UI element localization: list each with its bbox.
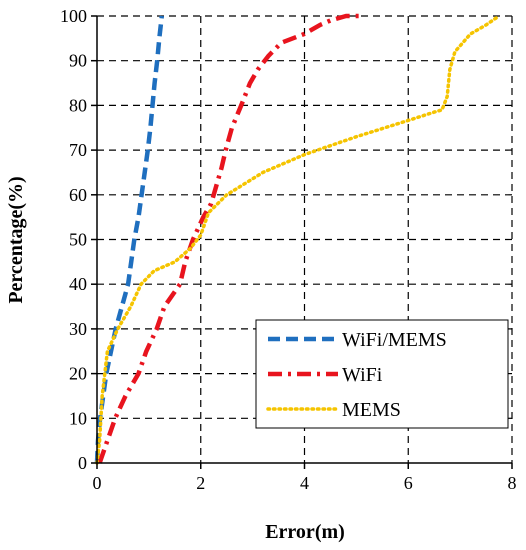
x-tick-label: 2 bbox=[196, 473, 205, 493]
series-line-wifi bbox=[97, 13, 362, 464]
axes bbox=[91, 15, 513, 469]
x-tick-label: 4 bbox=[300, 473, 309, 493]
y-tick-label: 10 bbox=[69, 408, 87, 428]
legend-label: WiFi/MEMS bbox=[342, 329, 447, 351]
y-tick-label: 70 bbox=[69, 140, 87, 160]
y-tick-label: 90 bbox=[69, 51, 87, 71]
legend-label: WiFi bbox=[342, 364, 383, 386]
x-axis-title: Error(m) bbox=[265, 521, 345, 543]
x-tick-label: 8 bbox=[508, 473, 517, 493]
y-tick-label: 40 bbox=[69, 274, 87, 294]
legend: WiFi/MEMS WiFi MEMS bbox=[255, 319, 509, 429]
y-tick-label: 30 bbox=[69, 319, 87, 339]
y-tick-label: 80 bbox=[69, 95, 87, 115]
x-tick-label: 0 bbox=[93, 473, 102, 493]
y-tick-label: 100 bbox=[60, 6, 87, 26]
y-tick-label: 50 bbox=[69, 230, 87, 250]
y-tick-label: 60 bbox=[69, 185, 87, 205]
series-line-wifi-mems bbox=[94, 15, 165, 464]
y-axis-title: Percentage(%) bbox=[5, 176, 27, 303]
x-tick-label: 6 bbox=[404, 473, 413, 493]
y-tick-label: 20 bbox=[69, 364, 87, 384]
series-line-mems bbox=[95, 14, 501, 465]
series-lines bbox=[94, 13, 501, 465]
y-tick-label: 0 bbox=[78, 453, 87, 473]
legend-label: MEMS bbox=[342, 399, 401, 421]
